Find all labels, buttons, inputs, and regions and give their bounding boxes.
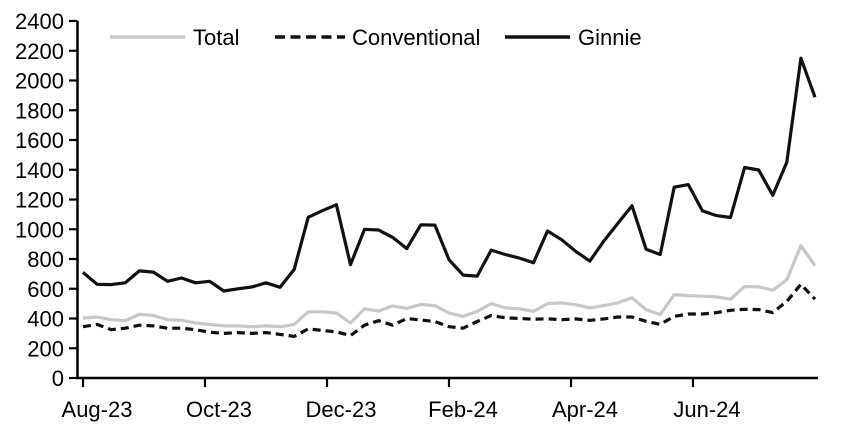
y-axis-tick-label: 400 (27, 307, 64, 332)
x-axis-tick-label: Oct-23 (186, 397, 252, 422)
y-axis-tick-label: 1200 (15, 188, 64, 213)
y-axis-tick-label: 2200 (15, 39, 64, 64)
y-axis-tick-label: 200 (27, 336, 64, 361)
x-axis-tick-label: Apr-24 (552, 397, 618, 422)
x-axis-tick-label: Feb-24 (428, 397, 498, 422)
x-axis-tick-label: Aug-23 (62, 397, 133, 422)
x-axis-tick-label: Jun-24 (673, 397, 740, 422)
y-axis-tick-label: 2000 (15, 69, 64, 94)
y-axis-tick-label: 0 (52, 366, 64, 391)
y-axis-tick-label: 2400 (15, 9, 64, 34)
legend-label-ginnie: Ginnie (578, 25, 642, 50)
legend-label-conventional: Conventional (352, 25, 480, 50)
y-axis-tick-label: 1600 (15, 128, 64, 153)
x-axis-tick-label: Dec-23 (306, 397, 377, 422)
legend-label-total: Total (193, 25, 239, 50)
y-axis-tick-label: 1000 (15, 217, 64, 242)
y-axis-tick-label: 1800 (15, 98, 64, 123)
y-axis-tick-label: 600 (27, 277, 64, 302)
y-axis-tick-label: 800 (27, 247, 64, 272)
series-line-conventional (82, 282, 817, 338)
series-line-ginnie (81, 56, 817, 293)
y-axis-tick-label: 1400 (15, 158, 64, 183)
series-line-total (82, 244, 817, 329)
